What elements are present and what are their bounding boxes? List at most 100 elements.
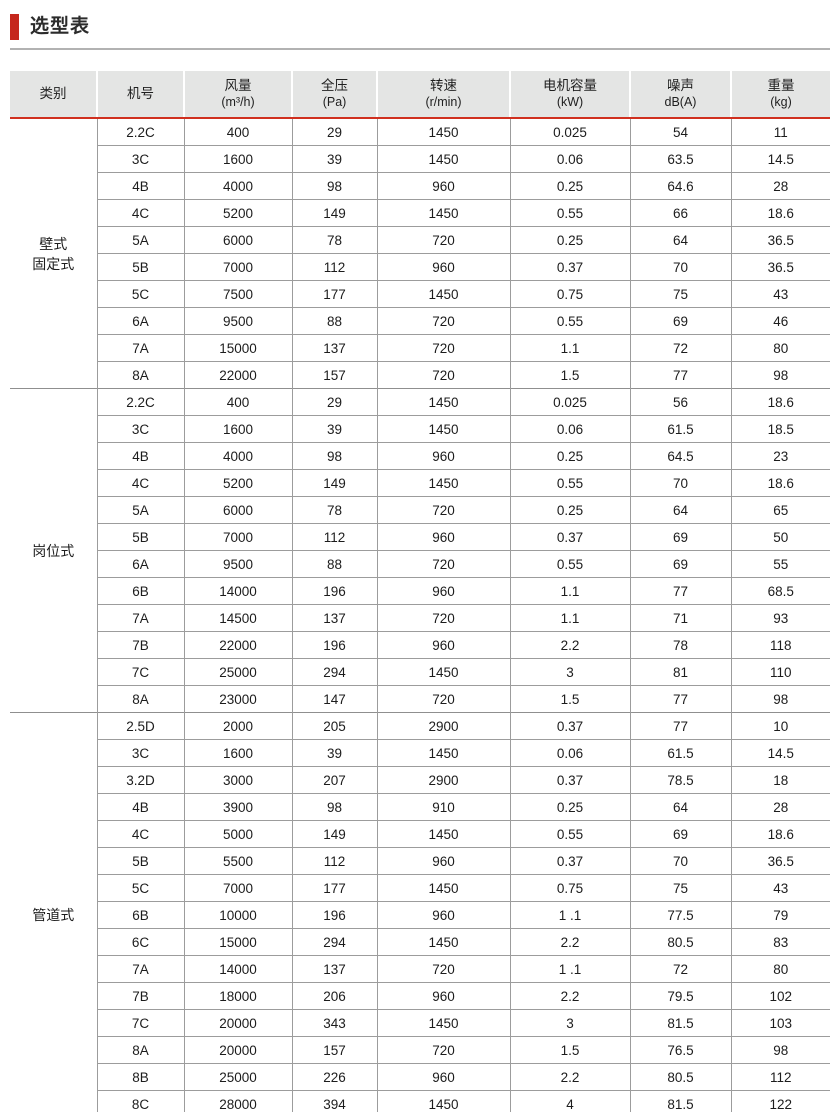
cell-motor-capacity: 1.5 <box>509 1036 630 1064</box>
cell-motor-capacity: 3 <box>509 1009 630 1037</box>
cell-air-volume: 20000 <box>183 1009 292 1037</box>
table-row: 7A 14500 137 720 1.1 71 93 <box>10 604 830 632</box>
cell-rotation-speed: 2900 <box>376 712 510 740</box>
cell-air-volume: 7000 <box>183 523 292 551</box>
cell-model-no: 7B <box>96 982 184 1010</box>
cell-total-pressure: 112 <box>291 847 377 875</box>
cell-model-no: 3C <box>96 739 184 767</box>
table-row: 7C 25000 294 1450 3 81 110 <box>10 658 830 686</box>
cell-weight: 98 <box>730 1036 830 1064</box>
cell-rotation-speed: 960 <box>376 901 510 929</box>
cell-model-no: 7A <box>96 604 184 632</box>
cell-rotation-speed: 1450 <box>376 658 510 686</box>
table-row: 5C 7500 177 1450 0.75 75 43 <box>10 280 830 308</box>
cell-total-pressure: 177 <box>291 280 377 308</box>
table-row: 8A 20000 157 720 1.5 76.5 98 <box>10 1036 830 1064</box>
cell-model-no: 6C <box>96 928 184 956</box>
table-row: 7C 20000 343 1450 3 81.5 103 <box>10 1009 830 1037</box>
cell-rotation-speed: 1450 <box>376 199 510 227</box>
cell-noise: 70 <box>629 253 731 281</box>
cell-air-volume: 25000 <box>183 658 292 686</box>
cell-noise: 77 <box>629 361 731 389</box>
cell-total-pressure: 78 <box>291 496 377 524</box>
table-row: 管道式 2.5D 2000 205 2900 0.37 77 10 <box>10 712 830 1112</box>
cell-air-volume: 7000 <box>183 253 292 281</box>
cell-noise: 81.5 <box>629 1090 731 1112</box>
cell-total-pressure: 29 <box>291 118 377 146</box>
cell-model-no: 7A <box>96 334 184 362</box>
cell-air-volume: 14500 <box>183 604 292 632</box>
cell-model-no: 4C <box>96 820 184 848</box>
cell-motor-capacity: 1.1 <box>509 577 630 605</box>
cell-weight: 79 <box>730 901 830 929</box>
cell-weight: 110 <box>730 658 830 686</box>
cell-rotation-speed: 720 <box>376 955 510 983</box>
cell-motor-capacity: 0.025 <box>509 388 630 416</box>
cell-weight: 118 <box>730 631 830 659</box>
table-row: 4C 5000 149 1450 0.55 69 18.6 <box>10 820 830 848</box>
table-row: 5A 6000 78 720 0.25 64 65 <box>10 496 830 524</box>
cell-model-no: 4C <box>96 199 184 227</box>
cell-rotation-speed: 960 <box>376 1063 510 1091</box>
cell-motor-capacity: 0.55 <box>509 820 630 848</box>
cell-weight: 18.6 <box>730 388 830 416</box>
cell-rotation-speed: 720 <box>376 1036 510 1064</box>
cell-noise: 75 <box>629 280 731 308</box>
column-header-category: 类别 <box>10 71 97 119</box>
cell-weight: 14.5 <box>730 739 830 767</box>
cell-rotation-speed: 1450 <box>376 820 510 848</box>
category-label-line: 岗位式 <box>32 542 75 559</box>
cell-weight: 23 <box>730 442 830 470</box>
cell-model-no: 5B <box>96 523 184 551</box>
cell-motor-capacity: 0.75 <box>509 280 630 308</box>
cell-model-no: 8C <box>96 1090 184 1112</box>
cell-total-pressure: 149 <box>291 469 377 497</box>
cell-model-no: 5C <box>96 280 184 308</box>
cell-air-volume: 9500 <box>183 307 292 335</box>
cell-total-pressure: 206 <box>291 982 377 1010</box>
cell-weight: 80 <box>730 334 830 362</box>
table-row: 5B 7000 112 960 0.37 70 36.5 <box>10 253 830 281</box>
cell-model-no: 5B <box>96 253 184 281</box>
cell-weight: 28 <box>730 172 830 200</box>
cell-weight: 65 <box>730 496 830 524</box>
cell-air-volume: 14000 <box>183 955 292 983</box>
category-cell-duct: 管道式 <box>10 712 97 1112</box>
cell-rotation-speed: 960 <box>376 253 510 281</box>
cell-weight: 36.5 <box>730 226 830 254</box>
cell-rotation-speed: 720 <box>376 604 510 632</box>
cell-air-volume: 25000 <box>183 1063 292 1091</box>
cell-air-volume: 3000 <box>183 766 292 794</box>
cell-rotation-speed: 960 <box>376 577 510 605</box>
cell-motor-capacity: 0.25 <box>509 496 630 524</box>
cell-noise: 69 <box>629 820 731 848</box>
cell-noise: 81 <box>629 658 731 686</box>
table-row: 5C 7000 177 1450 0.75 75 43 <box>10 874 830 902</box>
table-row: 8C 28000 394 1450 4 81.5 122 <box>10 1090 830 1112</box>
cell-rotation-speed: 1450 <box>376 928 510 956</box>
cell-total-pressure: 177 <box>291 874 377 902</box>
table-header: 类别 机号 风量 (m³/h) 全压 (Pa) 转速 (r/min) 电机容量 (kW) 噪声 dB(… <box>10 71 830 119</box>
cell-noise: 72 <box>629 334 731 362</box>
cell-total-pressure: 98 <box>291 442 377 470</box>
cell-noise: 61.5 <box>629 739 731 767</box>
cell-model-no: 5A <box>96 496 184 524</box>
cell-weight: 93 <box>730 604 830 632</box>
cell-total-pressure: 394 <box>291 1090 377 1112</box>
title-underline <box>10 48 830 50</box>
cell-motor-capacity: 1.5 <box>509 361 630 389</box>
cell-model-no: 2.2C <box>96 118 184 146</box>
cell-noise: 77.5 <box>629 901 731 929</box>
cell-total-pressure: 196 <box>291 631 377 659</box>
table-row: 6B 14000 196 960 1.1 77 68.5 <box>10 577 830 605</box>
cell-model-no: 8A <box>96 1036 184 1064</box>
cell-noise: 75 <box>629 874 731 902</box>
cell-rotation-speed: 1450 <box>376 145 510 173</box>
cell-weight: 80 <box>730 955 830 983</box>
cell-rotation-speed: 720 <box>376 496 510 524</box>
cell-rotation-speed: 960 <box>376 631 510 659</box>
cell-noise: 77 <box>629 685 731 713</box>
cell-total-pressure: 39 <box>291 739 377 767</box>
cell-model-no: 4B <box>96 172 184 200</box>
cell-noise: 54 <box>629 118 731 146</box>
